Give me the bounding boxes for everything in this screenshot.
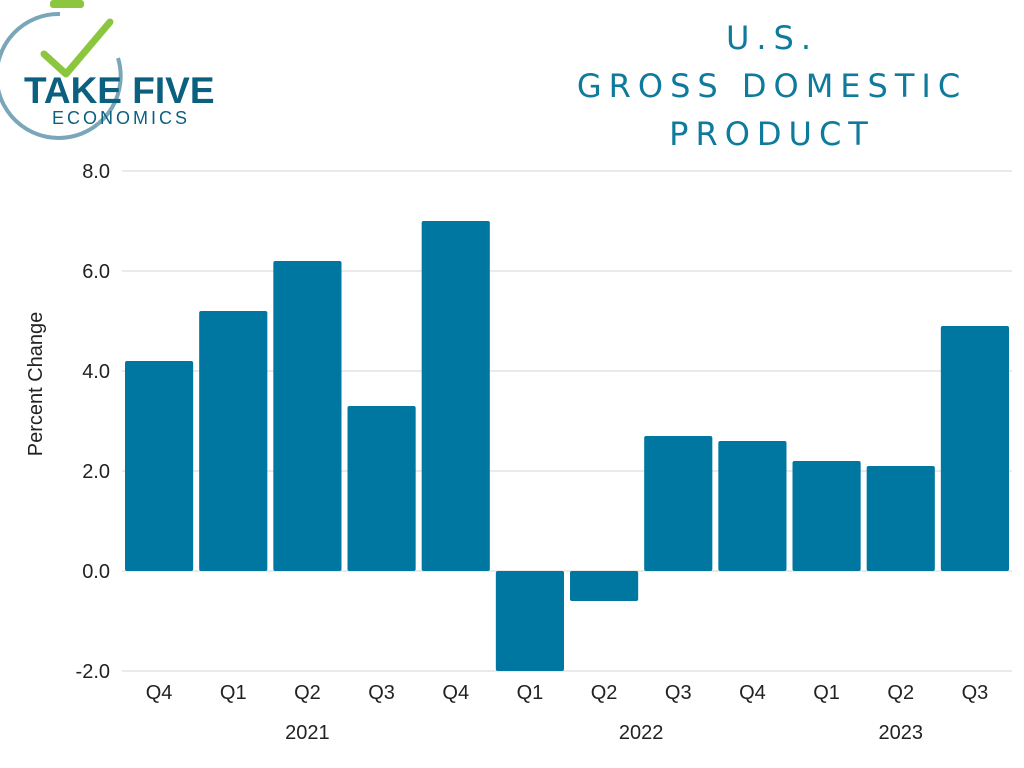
bar [792,461,861,571]
y-tick-label: 6.0 [82,261,110,283]
logo-title: TAKE FIVE [24,70,215,111]
year-label: 2023 [879,722,924,744]
y-tick-label: 0.0 [82,561,110,583]
x-tick-label: Q2 [294,682,321,704]
bar [644,436,713,571]
bar [199,311,268,571]
y-axis-label: Percent Change [25,312,47,457]
x-tick-label: Q4 [442,682,469,704]
x-tick-label: Q3 [665,682,692,704]
y-tick-label: 8.0 [82,161,110,183]
x-tick-label: Q3 [368,682,395,704]
logo-subtitle: ECONOMICS [52,108,190,128]
chart-title-line-1: U.S. [725,19,819,57]
bar [273,261,342,571]
x-tick-label: Q1 [220,682,247,704]
bar [347,406,416,571]
x-tick-label: Q4 [739,682,766,704]
bar [940,326,1009,571]
y-tick-label: 2.0 [82,461,110,483]
chart-title-line-3: PRODUCT [669,115,875,153]
year-labels: 2021 2022 2023 [285,722,923,744]
bar [570,571,639,601]
checkmark-icon [40,18,114,78]
bar [495,571,564,671]
bar [421,221,490,571]
x-tick-label: Q1 [517,682,544,704]
chart-title: U.S. GROSS DOMESTIC PRODUCT [520,14,1024,158]
x-tick-label: Q3 [962,682,989,704]
gridlines [122,170,1012,672]
y-axis-ticks: 8.0 6.0 4.0 2.0 0.0 -2.0 [76,161,110,683]
x-tick-label: Q2 [591,682,618,704]
bar [125,361,194,571]
bar [718,441,787,571]
y-tick-label: -2.0 [76,661,110,683]
x-tick-label: Q1 [813,682,840,704]
x-tick-label: Q2 [887,682,914,704]
year-label: 2021 [285,722,330,744]
chart-title-line-2: GROSS DOMESTIC [576,67,968,105]
bars [125,221,1009,671]
bar [866,466,935,571]
y-tick-label: 4.0 [82,361,110,383]
year-label: 2022 [619,722,664,744]
take-five-economics-logo: TAKE FIVE ECONOMICS [0,0,215,140]
x-axis-labels: Q4 Q1 Q2 Q3 Q4 Q1 Q2 Q3 Q4 Q1 Q2 Q3 [146,682,989,704]
x-tick-label: Q4 [146,682,173,704]
stopwatch-ring-icon [0,11,123,140]
stopwatch-crown-icon [50,0,84,8]
